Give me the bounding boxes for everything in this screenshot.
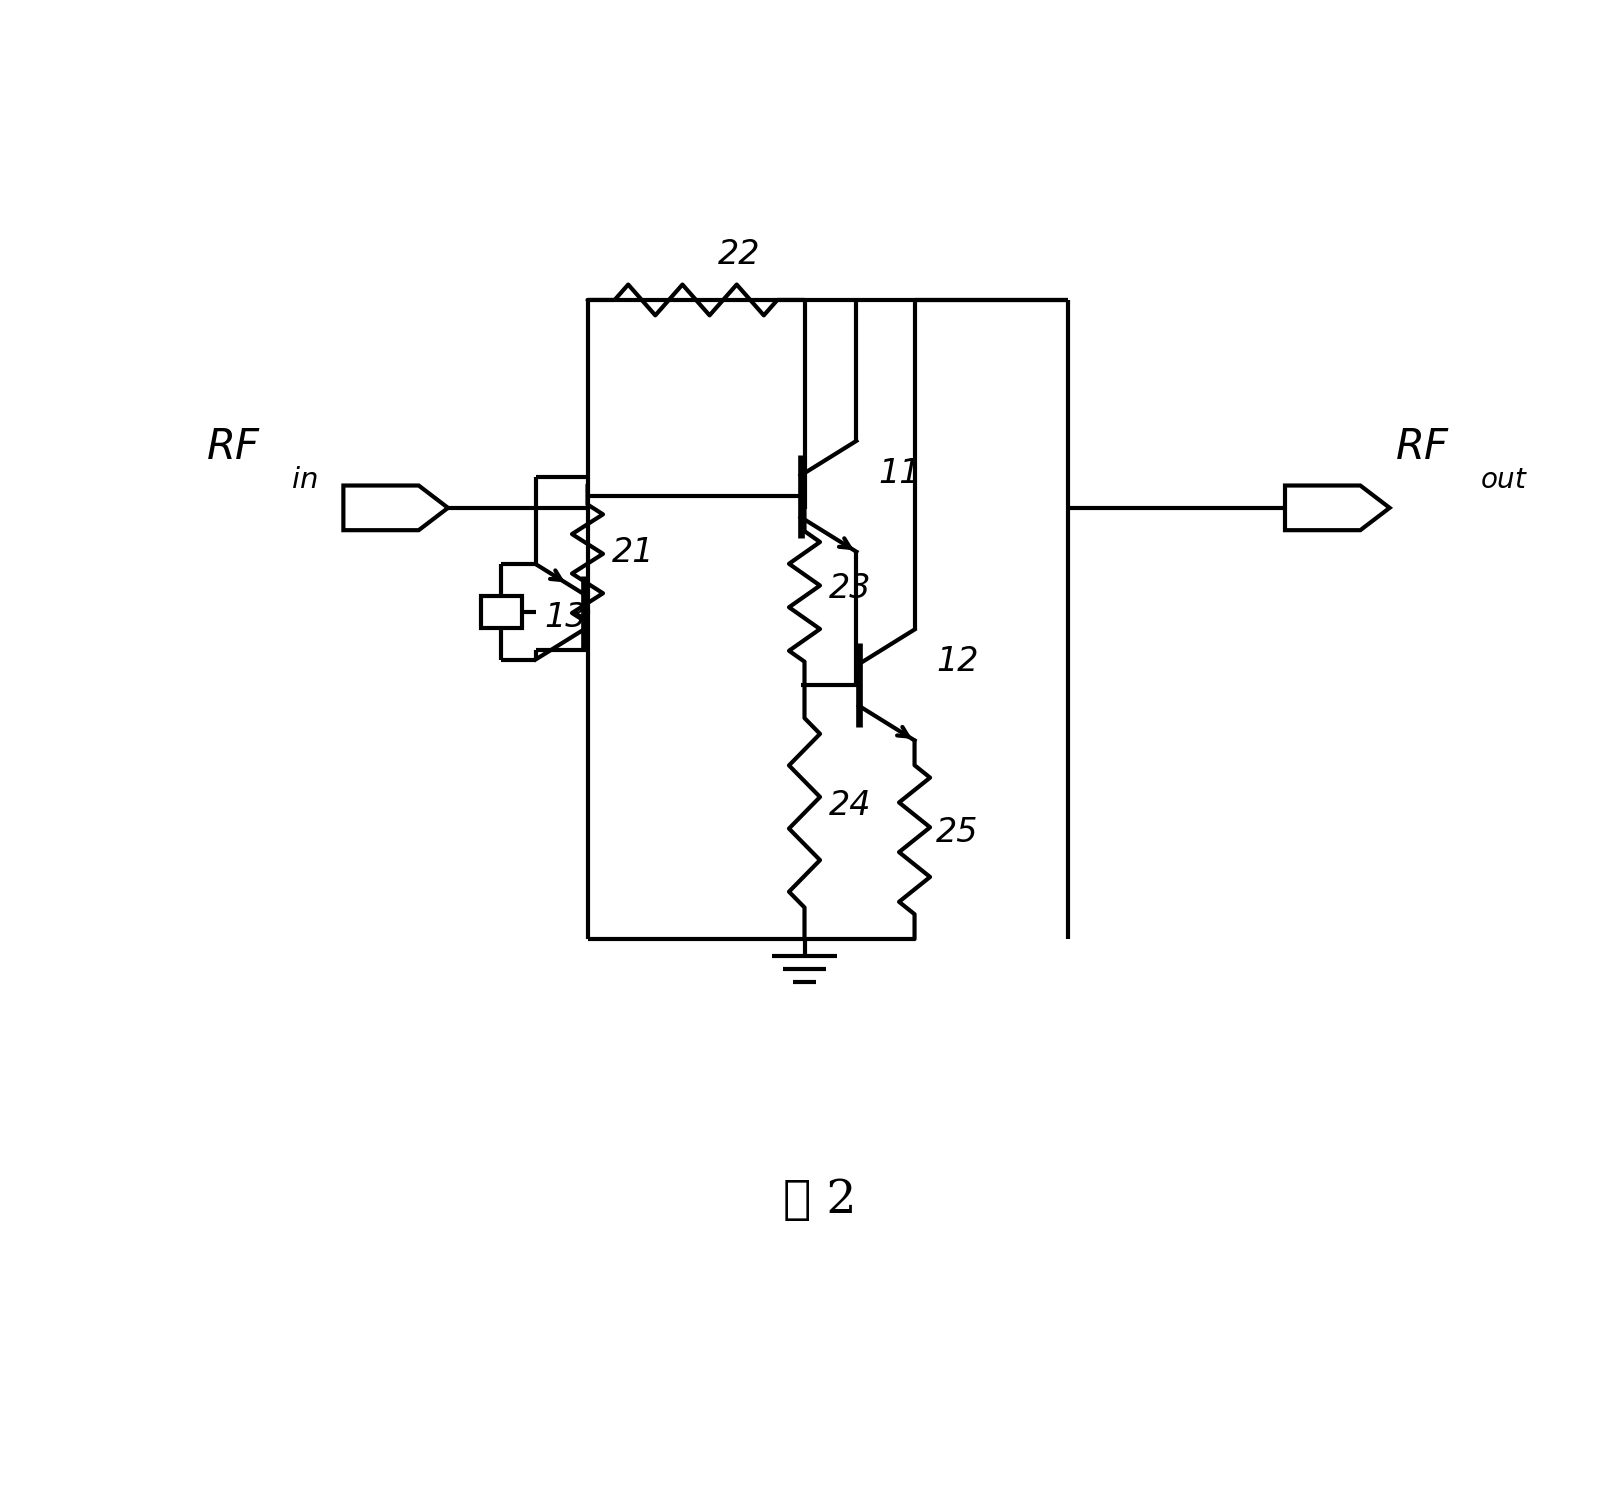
Text: 11: 11 [878, 456, 920, 489]
Text: 21: 21 [613, 536, 654, 569]
Text: 12: 12 [936, 646, 979, 679]
Text: 22: 22 [717, 238, 760, 271]
Text: 13: 13 [546, 600, 587, 634]
Text: 24: 24 [829, 789, 872, 822]
Text: 图 2: 图 2 [784, 1178, 856, 1224]
Text: $\mathit{out}$: $\mathit{out}$ [1480, 467, 1528, 494]
Text: $\mathit{RF}$: $\mathit{RF}$ [206, 426, 261, 468]
Text: $\mathit{RF}$: $\mathit{RF}$ [1395, 426, 1451, 468]
Text: $\mathit{in}$: $\mathit{in}$ [291, 467, 318, 494]
Text: 23: 23 [829, 572, 872, 605]
Text: 25: 25 [936, 816, 979, 849]
